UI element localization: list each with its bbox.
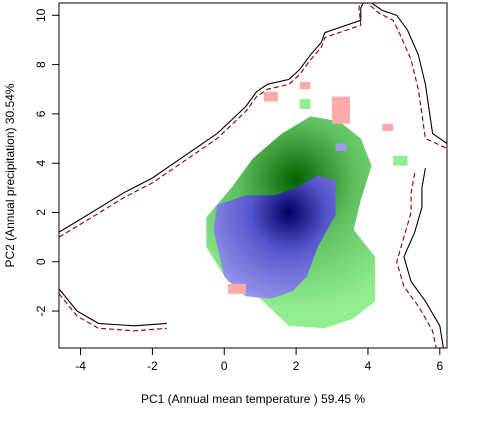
x-tick-label: -2: [147, 359, 158, 373]
plot-area: [59, 3, 447, 348]
red-density-spot: [382, 123, 394, 132]
dashed-boundary-line: [366, 3, 447, 149]
solid-boundary-line: [403, 168, 444, 348]
blue-density-region: [213, 175, 336, 299]
blue-density-spot: [335, 143, 347, 151]
green-density-spot: [299, 99, 311, 109]
solid-boundary-line: [370, 3, 447, 144]
y-axis: -2 0 2 4 6 8 10: [34, 8, 59, 316]
x-tick-label: 6: [436, 359, 443, 373]
solid-boundary-line: [59, 3, 364, 233]
solid-boundary-line: [59, 288, 167, 327]
x-tick-label: 4: [365, 359, 372, 373]
y-tick-label: 4: [34, 160, 48, 167]
green-density-spot: [393, 155, 408, 166]
x-tick-label: 0: [221, 359, 228, 373]
x-axis-label: PC1 (Annual mean temperature ) 59.45 %: [141, 392, 365, 406]
red-density-spot: [263, 91, 279, 102]
dashed-boundary-line: [59, 3, 362, 238]
x-axis: -4 -2 0 2 4 6: [75, 348, 443, 373]
y-tick-label: 0: [34, 258, 48, 265]
x-tick-label: -4: [75, 359, 86, 373]
red-density-spot: [332, 96, 350, 124]
y-axis-label: PC2 (Annual precipitation) 30.54%: [3, 83, 17, 267]
y-tick-label: 8: [34, 61, 48, 68]
x-tick-label: 2: [293, 359, 300, 373]
plot-frame: [58, 2, 448, 349]
dashed-boundary-line: [396, 172, 437, 348]
y-tick-label: -2: [34, 305, 48, 316]
y-tick-label: 10: [34, 8, 48, 22]
dashed-boundary-line: [59, 293, 167, 332]
red-density-spot: [227, 283, 246, 294]
y-tick-label: 6: [34, 110, 48, 117]
red-density-spot: [299, 81, 311, 90]
y-tick-label: 2: [34, 209, 48, 216]
